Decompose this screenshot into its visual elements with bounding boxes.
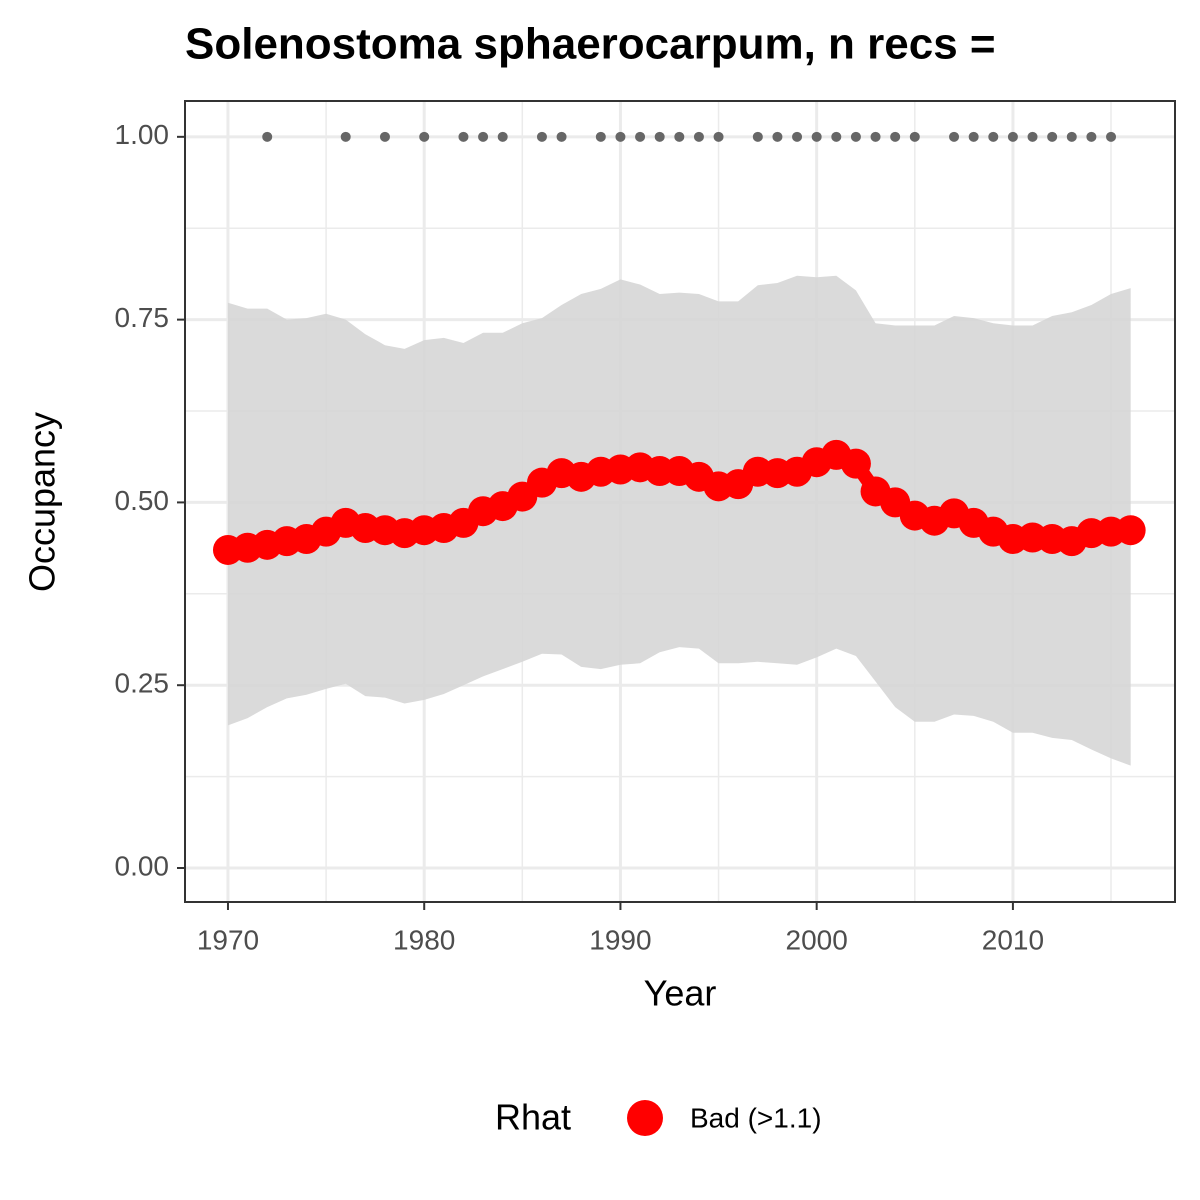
record-point bbox=[1086, 131, 1097, 142]
record-point bbox=[340, 131, 351, 142]
record-point bbox=[458, 131, 469, 142]
x-tick-label: 2010 bbox=[982, 924, 1044, 955]
record-point bbox=[752, 131, 763, 142]
series-point bbox=[840, 448, 871, 479]
x-axis-label: Year bbox=[644, 973, 717, 1014]
x-tick-label: 2000 bbox=[786, 924, 848, 955]
record-point bbox=[949, 131, 960, 142]
record-point bbox=[497, 131, 508, 142]
record-point bbox=[595, 131, 606, 142]
record-point bbox=[850, 131, 861, 142]
record-point bbox=[811, 131, 822, 142]
y-axis-label: Occupancy bbox=[22, 412, 63, 592]
x-tick-label: 1970 bbox=[197, 924, 259, 955]
record-point bbox=[988, 131, 999, 142]
record-point bbox=[556, 131, 567, 142]
y-tick-label: 0.75 bbox=[115, 302, 170, 333]
legend-label: Bad (>1.1) bbox=[690, 1102, 822, 1133]
record-point bbox=[968, 131, 979, 142]
record-point bbox=[674, 131, 685, 142]
credible-band bbox=[227, 275, 1131, 766]
record-point bbox=[772, 131, 783, 142]
record-point bbox=[379, 131, 390, 142]
series-point bbox=[1115, 515, 1146, 546]
record-point bbox=[419, 131, 430, 142]
record-point bbox=[831, 131, 842, 142]
record-point bbox=[870, 131, 881, 142]
record-point bbox=[536, 131, 547, 142]
record-point bbox=[1106, 131, 1117, 142]
record-point bbox=[890, 131, 901, 142]
record-point bbox=[713, 131, 724, 142]
record-point bbox=[478, 131, 489, 142]
record-point bbox=[1047, 131, 1058, 142]
record-point bbox=[262, 131, 273, 142]
legend-title: Rhat bbox=[495, 1097, 571, 1138]
record-point bbox=[615, 131, 626, 142]
legend-swatch bbox=[627, 1100, 663, 1136]
record-point bbox=[792, 131, 803, 142]
record-point bbox=[654, 131, 665, 142]
y-tick-label: 0.25 bbox=[115, 668, 170, 699]
record-point bbox=[635, 131, 646, 142]
record-point bbox=[1066, 131, 1077, 142]
x-tick-label: 1980 bbox=[393, 924, 455, 955]
record-point bbox=[1027, 131, 1038, 142]
y-tick-label: 1.00 bbox=[115, 119, 170, 150]
record-point bbox=[909, 131, 920, 142]
y-tick-label: 0.50 bbox=[115, 485, 170, 516]
record-point bbox=[1007, 131, 1018, 142]
y-tick-label: 0.00 bbox=[115, 850, 170, 881]
record-point bbox=[693, 131, 704, 142]
x-tick-label: 1990 bbox=[589, 924, 651, 955]
chart-title: Solenostoma sphaerocarpum, n recs = bbox=[185, 20, 996, 69]
